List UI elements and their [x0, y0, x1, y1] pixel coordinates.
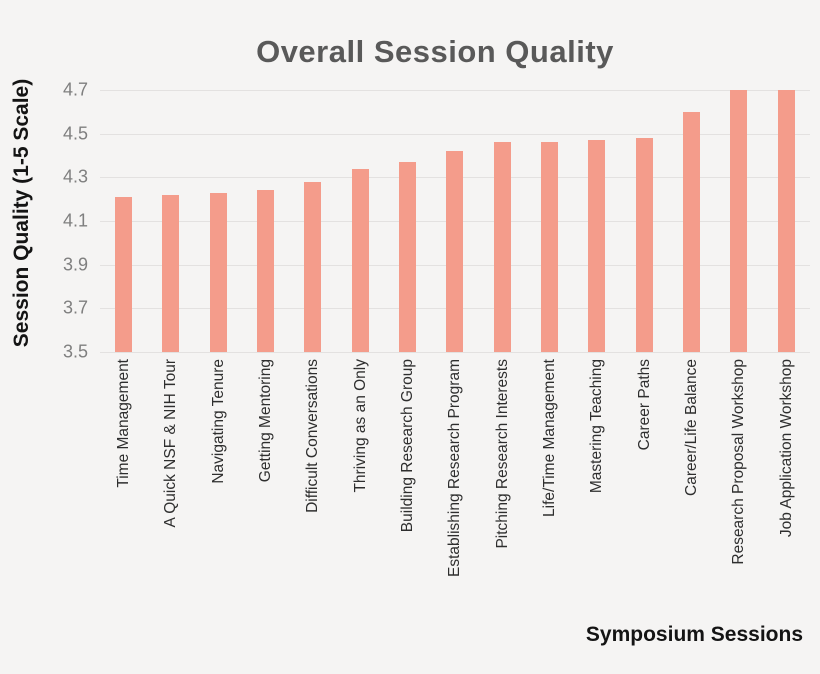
x-label-slot: Navigating Tenure: [195, 359, 242, 621]
bar-slot: [289, 90, 336, 352]
bar: [304, 181, 322, 352]
bar-slot: [242, 90, 289, 352]
bar: [541, 142, 559, 352]
x-category-label: Pitching Research Interests: [493, 359, 511, 549]
y-tick-label: 3.9: [62, 254, 88, 275]
x-label-slot: Pitching Research Interests: [479, 359, 526, 621]
bar: [257, 190, 275, 352]
y-tick-label: 4.1: [62, 210, 88, 231]
x-label-slot: Building Research Group: [384, 359, 431, 621]
gridline: [100, 90, 810, 91]
x-label-slot: Thriving as an Only: [337, 359, 384, 621]
gridline: [100, 133, 810, 135]
bar-slot: [526, 90, 573, 352]
x-label-slot: A Quick NSF & NIH Tour: [147, 359, 194, 621]
plot-area: [100, 90, 810, 353]
bar-slot: [100, 90, 147, 352]
bar: [399, 162, 417, 352]
x-label-slot: Career/Life Balance: [668, 359, 715, 621]
x-axis-title: Symposium Sessions: [585, 623, 803, 646]
x-category-label: Career Paths: [635, 359, 653, 451]
x-label-slot: Establishing Research Program: [431, 359, 478, 621]
bar-slot: [715, 90, 762, 352]
bar: [635, 138, 653, 352]
bar-slot: [668, 90, 715, 352]
bar: [730, 90, 748, 352]
x-category-label: Career/Life Balance: [683, 359, 701, 496]
bar-slot: [384, 90, 431, 352]
bar-slot: [763, 90, 810, 352]
x-label-slot: Job Application Workshop: [763, 359, 810, 621]
bar: [209, 192, 227, 352]
x-category-label: Establishing Research Program: [446, 359, 464, 577]
bar: [351, 168, 369, 352]
bar-slot: [431, 90, 478, 352]
bar: [162, 194, 180, 352]
bar: [446, 151, 464, 352]
x-label-slot: Time Management: [100, 359, 147, 621]
x-label-slot: Difficult Conversations: [289, 359, 336, 621]
x-label-slot: Life/Time Management: [526, 359, 573, 621]
bar: [777, 90, 795, 352]
chart-title: Overall Session Quality: [256, 34, 614, 69]
gridline: [100, 352, 810, 353]
x-category-label: Difficult Conversations: [304, 359, 322, 513]
bar-slot: [337, 90, 384, 352]
y-tick-label: 4.3: [62, 166, 88, 187]
x-category-label: Mastering Teaching: [588, 359, 606, 494]
bar-slot: [573, 90, 620, 352]
bar-slot: [195, 90, 242, 352]
bar-slot: [147, 90, 194, 352]
x-category-label: Life/Time Management: [541, 359, 559, 517]
bar: [115, 196, 133, 352]
y-axis-title: Session Quality (1-5 Scale): [10, 78, 33, 348]
bar-series: [100, 90, 810, 352]
bar: [588, 140, 606, 352]
x-label-slot: Research Proposal Workshop: [715, 359, 762, 621]
y-tick-label: 3.7: [62, 297, 88, 318]
bar-slot: [479, 90, 526, 352]
x-category-label: Navigating Tenure: [209, 359, 227, 484]
x-category-label: Time Management: [115, 359, 133, 488]
bar-slot: [621, 90, 668, 352]
x-category-label: Job Application Workshop: [777, 359, 795, 538]
bar: [493, 142, 511, 352]
x-label-slot: Getting Mentoring: [242, 359, 289, 621]
bar: [683, 111, 701, 352]
y-tick-label: 3.5: [62, 341, 88, 362]
x-axis-category-labels: Time Management A Quick NSF & NIH Tour Nav…: [100, 359, 810, 621]
x-label-slot: Mastering Teaching: [573, 359, 620, 621]
y-tick-label: 4.7: [62, 79, 88, 100]
y-tick-label: 4.5: [62, 123, 88, 144]
x-label-slot: Career Paths: [621, 359, 668, 621]
x-category-label: Research Proposal Workshop: [730, 359, 748, 565]
x-category-label: A Quick NSF & NIH Tour: [162, 359, 180, 528]
x-category-label: Getting Mentoring: [257, 359, 275, 483]
x-category-label: Thriving as an Only: [351, 359, 369, 493]
x-category-label: Building Research Group: [399, 359, 417, 533]
